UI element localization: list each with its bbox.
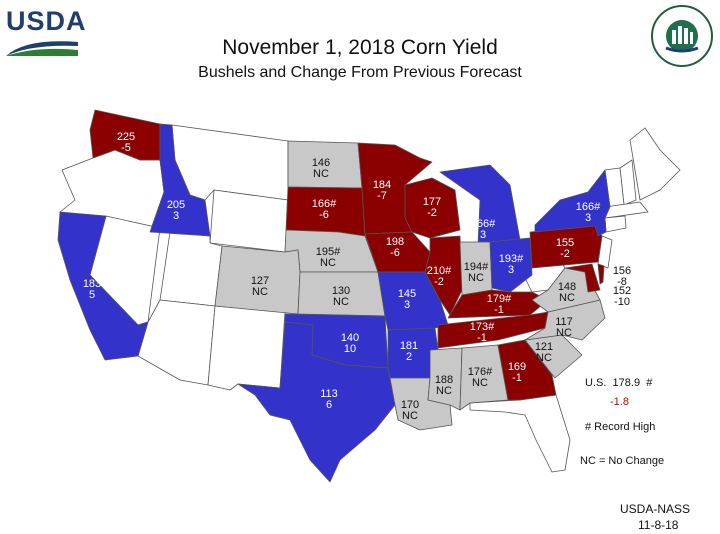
state-NY (534, 169, 611, 237)
label-IN-yield: 194# (464, 261, 489, 273)
label-IN-change: NC (468, 272, 484, 284)
label-SD-change: -6 (319, 209, 329, 221)
no-change-note: NC = No Change (580, 455, 665, 467)
state-ID (149, 123, 211, 237)
label-ID-change: 3 (173, 210, 179, 222)
state-FL (469, 394, 571, 473)
us-record-mark: # (646, 377, 653, 389)
state-MT (171, 124, 289, 201)
label-MN-change: -7 (377, 190, 387, 202)
state-MD (564, 263, 601, 293)
label-KY-change: -1 (494, 304, 504, 316)
us-average: U.S. 178.9 # (585, 377, 652, 389)
label-SD-yield: 166# (312, 198, 337, 210)
usda-logo-hills (6, 41, 78, 56)
us-change: -1.8 (610, 396, 629, 408)
label-MS-yield: 188 (435, 374, 453, 386)
label-WI-yield: 177 (423, 196, 441, 208)
label-MN-yield: 184 (373, 179, 391, 191)
label-NE-yield: 195# (316, 246, 341, 258)
state-WI (404, 177, 461, 239)
label-OK-change: 10 (344, 343, 356, 355)
label-IL-change: -2 (434, 276, 444, 288)
label-NC-change: NC (556, 327, 572, 339)
label-WA-yield: 225 (117, 131, 135, 143)
label-PA-yield: 155 (556, 237, 574, 249)
usda-logo-text: USDA (6, 6, 87, 36)
label-MI-change: 3 (480, 229, 486, 241)
state-WY (209, 189, 289, 253)
state-KY (447, 289, 549, 319)
label-OK-yield: 140 (341, 332, 359, 344)
label-LA-change: NC (402, 410, 418, 422)
label-CA-change: 5 (89, 289, 95, 301)
label-TN-change: -1 (477, 332, 487, 344)
label-IA-change: -6 (390, 247, 400, 259)
label-MS-change: NC (436, 385, 452, 397)
label-ND-yield: 146 (312, 157, 330, 169)
label-KS-change: NC (333, 296, 349, 308)
label-IA-yield: 198 (386, 236, 404, 248)
page-subtitle: Bushels and Change From Previous Forecas… (198, 64, 522, 81)
label-PA-change: -2 (560, 248, 570, 260)
state-ME (629, 127, 681, 201)
label-WI-change: -2 (427, 207, 437, 219)
us-value: 178.9 (612, 377, 641, 389)
agriculture-counts-seal (651, 5, 713, 67)
label-KS-yield: 130 (332, 285, 350, 297)
label-TX-yield: 113 (320, 388, 338, 400)
label-ID-yield: 205 (167, 199, 185, 211)
usda-logo: USDA (6, 6, 86, 56)
label-LA-yield: 170 (401, 399, 419, 411)
label-CO-yield: 127 (251, 275, 269, 287)
record-high-note: # Record High (585, 421, 656, 433)
label-AR-yield: 181 (400, 340, 418, 352)
label-NC-yield: 117 (555, 316, 573, 328)
label-CA-yield: 183 (83, 278, 101, 290)
state-CT (604, 215, 627, 233)
label-WA-change: -5 (121, 142, 131, 154)
label-SC-yield: 121 (535, 341, 553, 353)
label-AL-yield: 176# (468, 366, 493, 378)
label-AL-change: NC (472, 377, 488, 389)
state-AL (459, 344, 509, 411)
label-GA-change: -1 (512, 372, 522, 384)
label-AR-change: 2 (406, 351, 412, 363)
label-OH-yield: 193# (499, 253, 524, 265)
label-ND-change: NC (313, 168, 329, 180)
label-GA-yield: 169 (508, 361, 526, 373)
state-CA (57, 211, 149, 361)
state-NM (207, 305, 286, 391)
label-MD-change: -8 (617, 276, 627, 288)
state-DE (597, 263, 605, 285)
label-MO-yield: 145 (398, 288, 416, 300)
source-agency: USDA-NASS (620, 502, 691, 516)
label-SC-change: NC (536, 352, 552, 364)
label-MD-yield: 156 (613, 265, 631, 277)
label-MO-change: 3 (404, 299, 410, 311)
label-OH-change: 3 (508, 264, 514, 276)
source-date: 11-8-18 (638, 518, 679, 532)
state-TX (237, 321, 396, 483)
us-label: U.S. (585, 377, 607, 389)
label-TX-change: 6 (326, 399, 332, 411)
label-DE-yield: 152 (613, 285, 631, 297)
page-title: November 1, 2018 Corn Yield (222, 36, 498, 59)
label-KY-yield: 179# (487, 293, 512, 305)
label-VA-change: NC (559, 292, 575, 304)
label-VA-yield: 148 (558, 281, 576, 293)
label-TN-yield: 173# (470, 321, 495, 333)
state-OH (489, 237, 533, 293)
label-CO-change: NC (252, 286, 268, 298)
label-NY-yield: 166# (576, 201, 601, 213)
label-DE-change: -10 (614, 296, 630, 308)
label-NY-change: 3 (585, 212, 591, 224)
label-MI-yield: 166# (471, 218, 496, 230)
label-IL-yield: 210# (427, 265, 452, 277)
label-NE-change: NC (320, 257, 336, 269)
